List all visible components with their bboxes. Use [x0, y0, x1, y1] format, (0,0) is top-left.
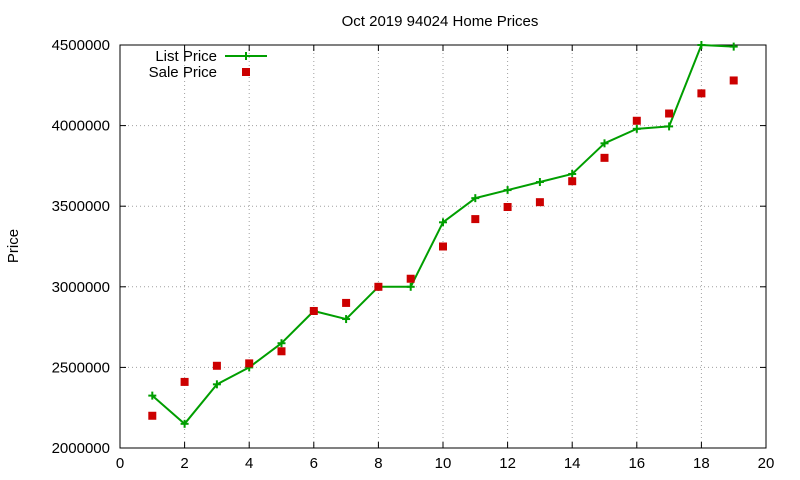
data-point: [471, 194, 480, 203]
data-point: [374, 282, 383, 291]
data-point: [309, 306, 318, 315]
legend-label: Sale Price: [149, 64, 217, 81]
data-point: [342, 315, 351, 324]
series-sale-price: [148, 76, 738, 420]
data-point: [600, 153, 609, 162]
y-tick-label: 2500000: [52, 359, 110, 376]
data-point: [729, 76, 738, 85]
y-tick-label: 3500000: [52, 198, 110, 215]
data-point: [568, 169, 577, 178]
x-tick-label: 12: [499, 455, 516, 472]
data-point: [632, 124, 641, 133]
data-point: [729, 42, 738, 51]
data-point: [148, 391, 157, 400]
x-tick-label: 10: [435, 455, 452, 472]
x-tick-label: 16: [628, 455, 645, 472]
data-point: [212, 380, 221, 389]
x-tick-label: 4: [245, 455, 253, 472]
data-point: [632, 116, 641, 125]
data-point: [665, 109, 674, 118]
data-point: [180, 377, 189, 386]
data-point: [503, 186, 512, 195]
legend-swatch-marker: [242, 52, 250, 60]
data-point: [245, 359, 254, 368]
data-point: [406, 282, 415, 291]
y-tick-label: 4500000: [52, 37, 110, 54]
x-tick-label: 2: [180, 455, 188, 472]
data-point: [148, 411, 157, 420]
data-point: [277, 347, 286, 356]
data-point: [665, 122, 674, 131]
data-point: [600, 139, 609, 148]
data-point: [439, 242, 447, 251]
x-tick-label: 6: [310, 455, 318, 472]
data-point: [406, 274, 415, 283]
plot-area: [148, 41, 738, 428]
data-point: [568, 177, 577, 186]
data-point: [342, 298, 351, 307]
y-tick-label: 4000000: [52, 118, 110, 135]
data-point: [697, 89, 706, 98]
y-tick-label: 3000000: [52, 279, 110, 296]
x-tick-label: 14: [564, 455, 581, 472]
data-point: [697, 41, 706, 49]
x-tick-label: 0: [116, 455, 124, 472]
data-point: [439, 218, 447, 227]
data-point: [503, 203, 512, 212]
data-point: [535, 198, 544, 207]
chart-title: Oct 2019 94024 Home Prices: [342, 13, 539, 30]
legend-label: List Price: [155, 48, 217, 65]
data-point: [277, 339, 286, 348]
y-tick-label: 2000000: [52, 440, 110, 457]
y-axis-label: Price: [5, 229, 22, 263]
x-tick-label: 8: [374, 455, 382, 472]
data-point: [212, 361, 221, 370]
axes: 0 2 4 6 8 10 12 14 16 18 20 2000000 2500000 3000000 35…: [52, 37, 775, 472]
x-tick-label: 20: [758, 455, 775, 472]
data-point: [180, 419, 189, 428]
x-tick-label: 18: [693, 455, 710, 472]
legend-swatch-marker: [242, 68, 250, 76]
data-point: [471, 215, 480, 224]
data-point: [535, 178, 544, 187]
